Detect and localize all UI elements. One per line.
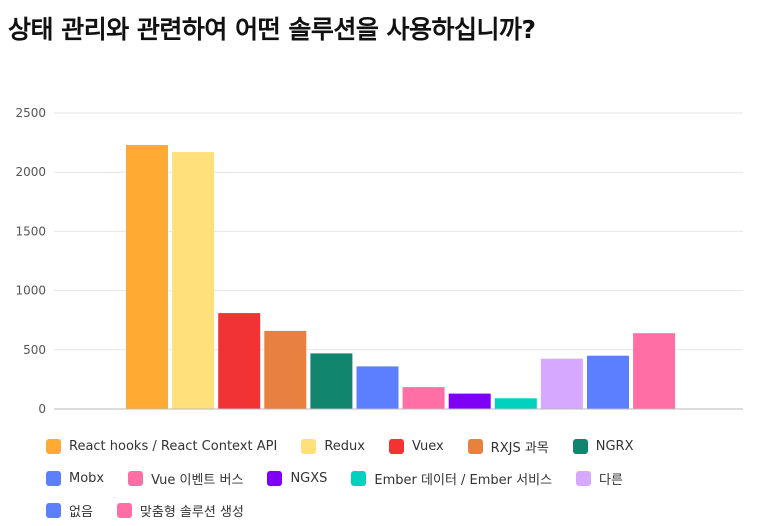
legend-item[interactable]: Redux xyxy=(301,438,365,454)
y-tick-label: 0 xyxy=(38,402,46,416)
legend-label: RXJS 과목 xyxy=(490,440,549,456)
bar[interactable] xyxy=(494,398,537,409)
legend-item[interactable]: Mobx xyxy=(46,470,105,486)
y-axis-ticks: 0 500 1000 1500 2000 2500 xyxy=(15,106,46,416)
legend-swatch xyxy=(46,438,61,454)
legend-swatch xyxy=(46,502,61,518)
legend-item[interactable]: 다른 xyxy=(576,469,623,488)
legend-item[interactable]: NGRX xyxy=(572,438,634,454)
legend-label: 다른 xyxy=(599,472,623,488)
legend-label: Vuex xyxy=(411,438,444,454)
y-tick-label: 2500 xyxy=(15,106,46,120)
y-tick-label: 2000 xyxy=(15,165,46,179)
legend-swatch xyxy=(467,438,483,454)
y-tick-label: 1500 xyxy=(15,224,46,238)
legend-label: 없음 xyxy=(69,504,93,520)
legend-item[interactable]: 맞춤형 솔루션 생성 xyxy=(116,501,244,520)
y-tick-label: 1000 xyxy=(15,284,46,298)
bars xyxy=(126,145,676,409)
legend-swatch xyxy=(576,470,592,486)
legend-item[interactable]: 없음 xyxy=(46,501,93,520)
legend: React hooks / React Context API Redux Vuex… xyxy=(46,430,746,526)
legend-item[interactable]: Vuex xyxy=(388,438,444,454)
legend-swatch xyxy=(388,438,404,454)
bar[interactable] xyxy=(402,387,445,409)
y-tick-label: 500 xyxy=(23,343,46,357)
legend-row: Mobx Vue 이벤트 버스 NGXS Ember 데이터 / Ember 서비스 다… xyxy=(46,462,746,494)
bar[interactable] xyxy=(587,355,629,409)
legend-label: React hooks / React Context API xyxy=(69,438,278,454)
legend-swatch xyxy=(116,502,132,518)
legend-label: NGXS xyxy=(290,470,328,486)
legend-swatch xyxy=(301,438,317,454)
legend-label: Vue 이벤트 버스 xyxy=(151,472,244,488)
legend-label: Redux xyxy=(324,438,365,454)
legend-item[interactable]: Vue 이벤트 버스 xyxy=(128,469,243,488)
legend-label: Ember 데이터 / Ember 서비스 xyxy=(374,472,553,488)
legend-swatch xyxy=(128,470,144,486)
legend-item[interactable]: Ember 데이터 / Ember 서비스 xyxy=(351,469,552,488)
chart-title: 상태 관리와 관련하여 어떤 솔루션을 사용하십니까? xyxy=(8,15,536,44)
legend-row: 없음 맞춤형 솔루션 생성 xyxy=(46,494,746,526)
gridlines xyxy=(54,112,743,351)
legend-label: NGRX xyxy=(595,438,634,454)
legend-swatch xyxy=(267,470,283,486)
legend-item[interactable]: NGXS xyxy=(267,470,328,486)
bar[interactable] xyxy=(448,393,491,409)
legend-label: Mobx xyxy=(69,470,105,486)
bar[interactable] xyxy=(356,366,399,409)
bar[interactable] xyxy=(218,313,261,409)
bar[interactable] xyxy=(172,152,215,409)
bar[interactable] xyxy=(540,358,583,409)
legend-label: 맞춤형 솔루션 생성 xyxy=(139,504,244,520)
legend-item[interactable]: React hooks / React Context API xyxy=(46,438,278,454)
legend-item[interactable]: RXJS 과목 xyxy=(467,437,549,456)
legend-swatch xyxy=(572,438,588,454)
bar[interactable] xyxy=(310,353,353,409)
bar[interactable] xyxy=(126,145,168,409)
bar[interactable] xyxy=(633,333,676,409)
legend-swatch xyxy=(46,470,61,486)
bar[interactable] xyxy=(264,330,307,409)
legend-swatch xyxy=(351,470,367,486)
legend-row: React hooks / React Context API Redux Vuex… xyxy=(46,430,746,462)
bar-chart: 0 500 1000 1500 2000 2500 xyxy=(15,106,743,416)
